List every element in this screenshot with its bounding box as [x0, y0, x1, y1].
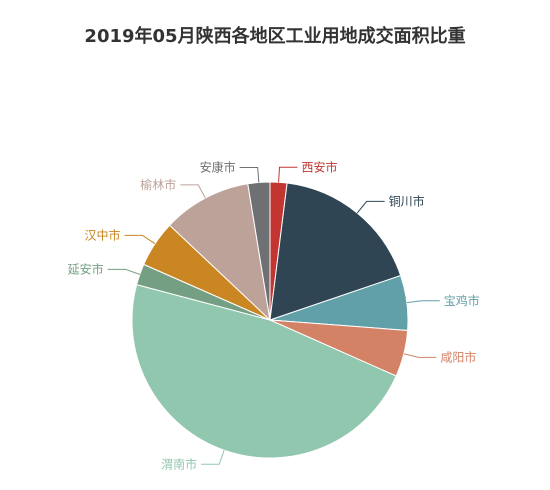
chart-title: 2019年05月陕西各地区工业用地成交面积比重 [84, 26, 466, 47]
pie-slice[interactable] [269, 182, 402, 321]
slice-label: 宝鸡市 [444, 293, 480, 308]
slice-label: 咸阳市 [440, 349, 476, 364]
label-leader-line [107, 268, 140, 275]
label-leader-line [406, 300, 440, 304]
slice-label: 铜川市 [389, 193, 425, 208]
label-leader-line [403, 353, 437, 358]
pie-slice[interactable] [247, 181, 271, 321]
slice-label: 渭南市 [161, 456, 197, 471]
label-leader-line [180, 184, 206, 199]
label-leader-line [201, 449, 225, 465]
label-leader-line [124, 234, 156, 245]
slice-label: 安康市 [200, 159, 236, 174]
label-leader-line [239, 166, 260, 183]
pie-slice[interactable] [168, 183, 271, 322]
label-leader-line [278, 166, 298, 183]
label-leader-line [356, 200, 385, 214]
pie-slices [131, 181, 409, 459]
slice-label: 延安市 [68, 261, 104, 276]
slice-label: 西安市 [302, 159, 338, 174]
slice-label: 榆林市 [140, 177, 176, 192]
slice-label: 汉中市 [84, 227, 120, 242]
pie-slice[interactable] [131, 283, 397, 459]
